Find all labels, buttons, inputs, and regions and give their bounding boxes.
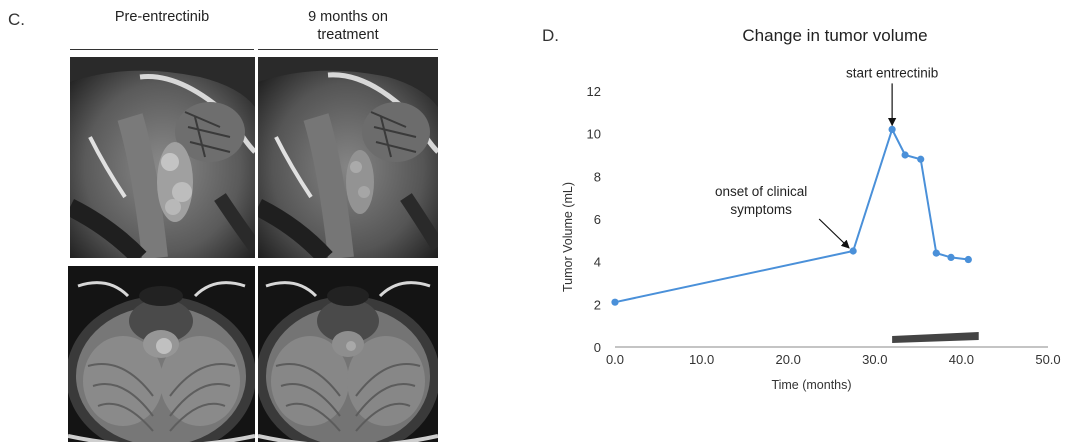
y-tick-label: 2	[594, 297, 601, 312]
annotation-onset-symptoms-line1: onset of clinical	[715, 184, 807, 199]
column-divider-line-2	[258, 49, 438, 50]
column-header-post-treatment-line2: treatment	[317, 27, 379, 43]
x-tick-label: 0.0	[606, 352, 624, 367]
treatment-duration-bar	[892, 332, 979, 343]
x-tick-label: 40.0	[949, 352, 974, 367]
mri-sagittal-pre-treatment	[70, 57, 255, 258]
annotation-onset-symptoms-line2: symptoms	[730, 202, 792, 217]
column-header-post-treatment: 9 months on treatment	[258, 8, 438, 44]
panel-c: C. Pre-entrectinib 9 months on treatment	[0, 0, 460, 448]
annotation-start-entrectinib: start entrectinib	[846, 65, 938, 80]
mri-axial-post-treatment	[258, 266, 438, 442]
y-tick-label: 8	[594, 169, 601, 184]
data-point	[901, 151, 909, 159]
data-point	[964, 255, 972, 264]
y-tick-label: 12	[587, 84, 601, 99]
column-header-pre-treatment: Pre-entrectinib	[114, 9, 210, 25]
chart-title: Change in tumor volume	[742, 26, 928, 45]
panel-d-letter: D.	[542, 26, 559, 45]
data-point	[947, 253, 955, 261]
data-point	[932, 249, 940, 257]
y-axis-label: Tumor Volume (mL)	[561, 182, 575, 292]
x-tick-label: 10.0	[689, 352, 714, 367]
data-point	[849, 247, 857, 255]
data-point	[888, 125, 896, 133]
x-axis-label: Time (months)	[771, 378, 851, 392]
column-header-post-treatment-line1: 9 months on	[308, 9, 388, 25]
panel-d: D. Change in tumor volume 0 2 4 6 8 10 12 0.0 10…	[520, 0, 1080, 448]
y-tick-label: 4	[594, 255, 601, 270]
mri-axial-pre-treatment	[68, 266, 255, 442]
y-tick-label: 10	[587, 127, 601, 142]
column-divider-line-1	[70, 49, 254, 50]
data-point	[611, 298, 619, 306]
y-tick-label: 6	[594, 212, 601, 227]
x-tick-label: 20.0	[776, 352, 801, 367]
x-tick-label: 50.0	[1035, 352, 1060, 367]
panel-c-letter: C.	[8, 10, 25, 29]
annotation-arrow-onset-symptoms	[818, 218, 850, 249]
mri-sagittal-post-treatment	[258, 57, 438, 258]
data-point	[917, 155, 925, 163]
y-tick-label: 0	[594, 340, 601, 355]
tumor-volume-chart: 0 2 4 6 8 10 12 0.0 10.0 20.0 30.0 40.0 50.0 start e…	[561, 65, 1061, 392]
x-tick-label: 30.0	[862, 352, 887, 367]
